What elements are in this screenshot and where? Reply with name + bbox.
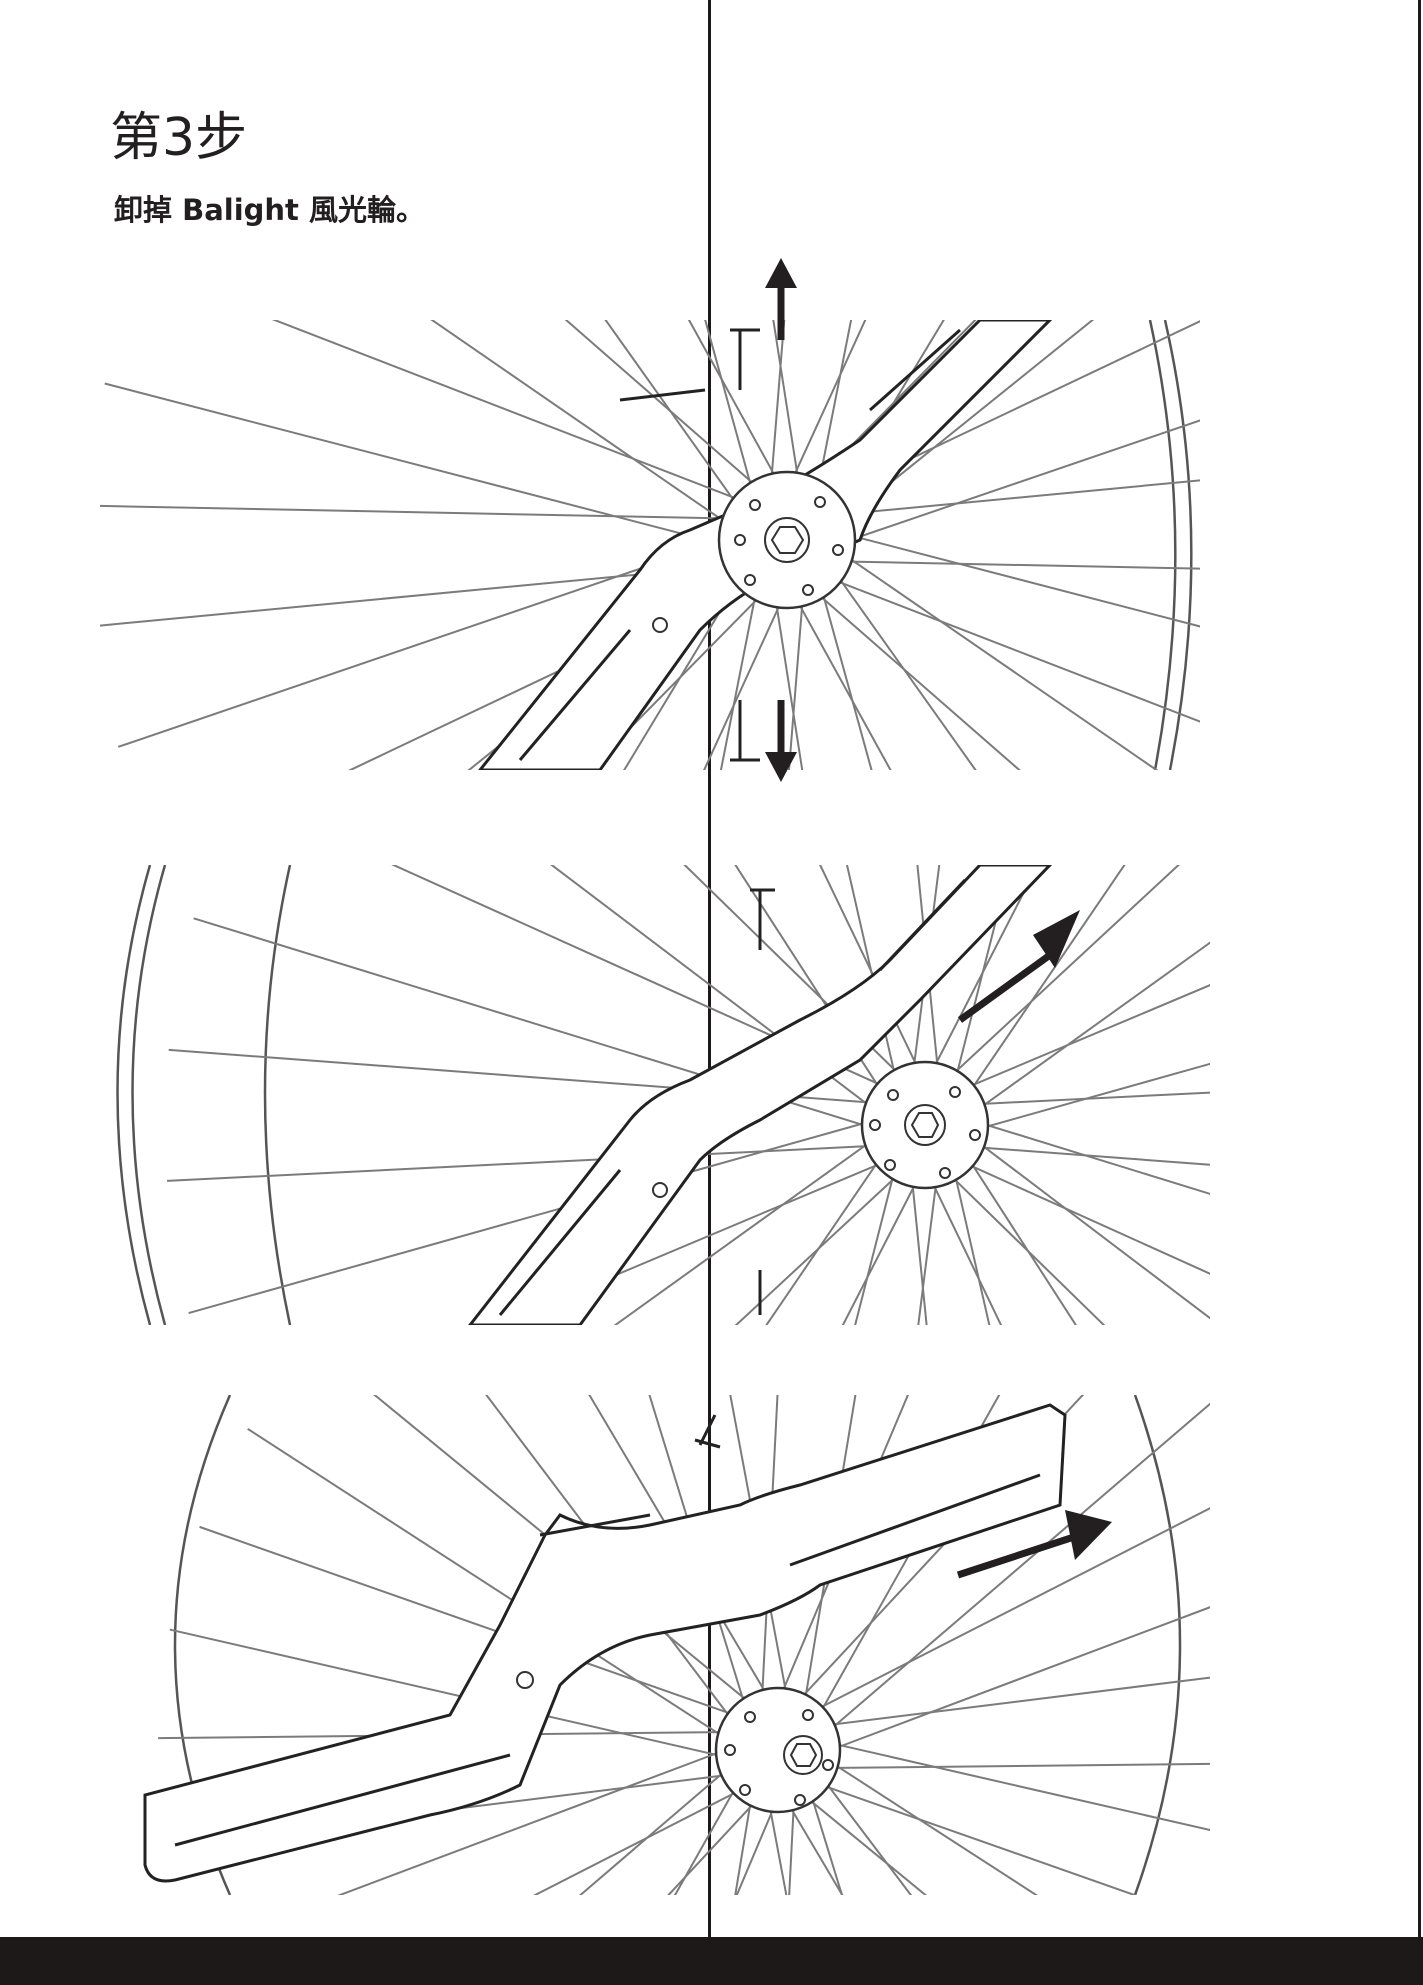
up-arrow-icon <box>765 258 797 340</box>
center-fold-line <box>708 0 711 1945</box>
step-instruction: 卸掉 Balight 風光輪。 <box>114 193 426 227</box>
step-title: 第3步 <box>110 108 248 168</box>
bottom-band <box>0 1937 1423 1985</box>
wheel-detach-stage-1 <box>0 240 1423 800</box>
page-border-right <box>1418 0 1421 1945</box>
down-arrow-icon <box>765 700 797 782</box>
diagonal-arrow-icon <box>957 910 1080 1023</box>
wheel-detach-stage-3 <box>0 1385 1423 1905</box>
right-arrow-icon <box>956 1510 1112 1579</box>
wheel-detach-stage-2 <box>0 860 1423 1330</box>
